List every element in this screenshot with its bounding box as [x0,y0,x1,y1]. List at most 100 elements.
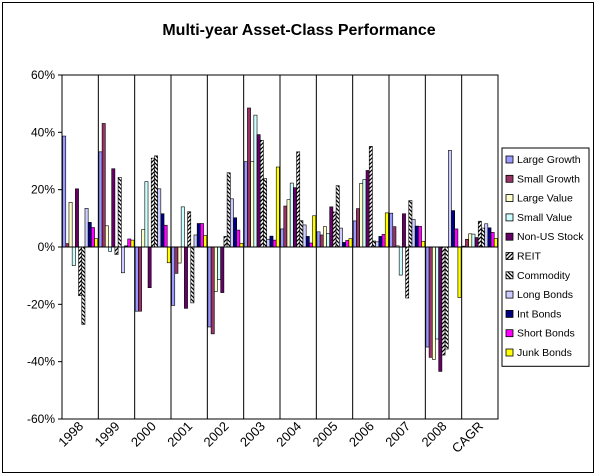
bar [293,187,297,248]
bar [127,238,132,248]
bar [250,160,255,248]
bar [356,208,360,248]
legend-swatch [505,174,514,183]
legend-swatch [505,271,514,280]
legend-swatch [505,290,514,299]
bar [322,226,327,248]
bar [138,246,142,312]
bar [180,206,185,248]
bar [147,246,152,289]
bar [283,205,288,248]
legend-label: Long Bonds [517,289,573,301]
bar [220,246,225,293]
bar [184,246,188,309]
bar [174,246,179,274]
legend-label: Small Growth [517,173,580,185]
y-tick-label: -60% [27,412,55,426]
bars [62,107,498,372]
legend-label: Non-US Stock [517,231,584,243]
bar [418,226,422,248]
bar [247,107,251,248]
bar [299,220,304,248]
bar [302,224,307,248]
bar [392,226,397,248]
bar [332,211,337,248]
bar [365,170,370,248]
bar [414,225,419,248]
bar [207,246,212,328]
bar [65,243,70,248]
bar [375,241,380,248]
x-tick-label: 2006 [346,419,377,450]
bar [236,229,241,248]
chart-svg: Multi-year Asset-Class Performance -60%-… [27,22,590,456]
x-axis-labels: 1998 1999 2000 2001 2002 2003 2004 2005 2006 2007… [55,419,486,456]
bar [471,233,476,248]
legend-label: Short Bonds [517,328,575,340]
bar [243,161,248,248]
y-tick-label: -20% [27,297,55,311]
bar [81,246,86,325]
bar [217,246,222,280]
legend-swatch [505,348,514,357]
legend: Large Growth Small Growth Large Value Small… [501,147,590,367]
legend-swatch [505,329,514,338]
bar [484,223,489,248]
bar [435,246,440,340]
bar [477,220,482,248]
bar [389,212,394,248]
legend-label: Large Growth [517,154,581,166]
bar [269,235,274,248]
bar [359,183,364,248]
legend-label: REIT [517,251,542,263]
bar [171,246,176,306]
y-tick-label: 0% [38,240,56,254]
bar [177,246,182,264]
bar [335,185,340,248]
x-tick-label: CAGR [449,419,486,456]
bar [444,246,449,350]
bar [230,198,234,248]
bar [465,238,469,248]
bar [316,231,321,248]
x-tick-label: 2005 [310,419,341,450]
bar [259,140,264,248]
bar [78,246,83,297]
y-tick-label: 40% [31,125,55,139]
bar [114,246,119,255]
bar [200,223,204,248]
bar [203,235,208,248]
bar [457,246,462,298]
bar [160,213,165,248]
bar [223,236,228,248]
bar [239,242,244,248]
bar [154,155,158,248]
legend-swatch [505,213,514,222]
bar [451,210,456,248]
y-axis-ticks: -60% -40% -20% 0% 20% 40% 60% [27,68,62,426]
bar [493,238,498,248]
legend-swatch [505,194,514,203]
bar [425,246,430,348]
x-tick-label: 1999 [92,419,123,450]
legend-swatch [505,252,514,260]
bar [338,227,343,248]
bar [402,213,406,248]
bar [210,246,215,335]
bar [101,123,106,248]
bar [487,227,492,248]
bar [398,246,403,276]
legend-box [501,147,590,367]
bar [441,246,446,356]
bar [214,246,218,292]
bar [490,232,495,248]
x-tick-label: 2008 [419,419,450,450]
bar [352,220,357,248]
x-tick-label: 2000 [128,419,159,450]
bar [105,225,109,248]
bar [263,178,267,248]
legend-swatch [505,232,514,241]
bar [111,168,116,248]
bar [272,239,277,248]
